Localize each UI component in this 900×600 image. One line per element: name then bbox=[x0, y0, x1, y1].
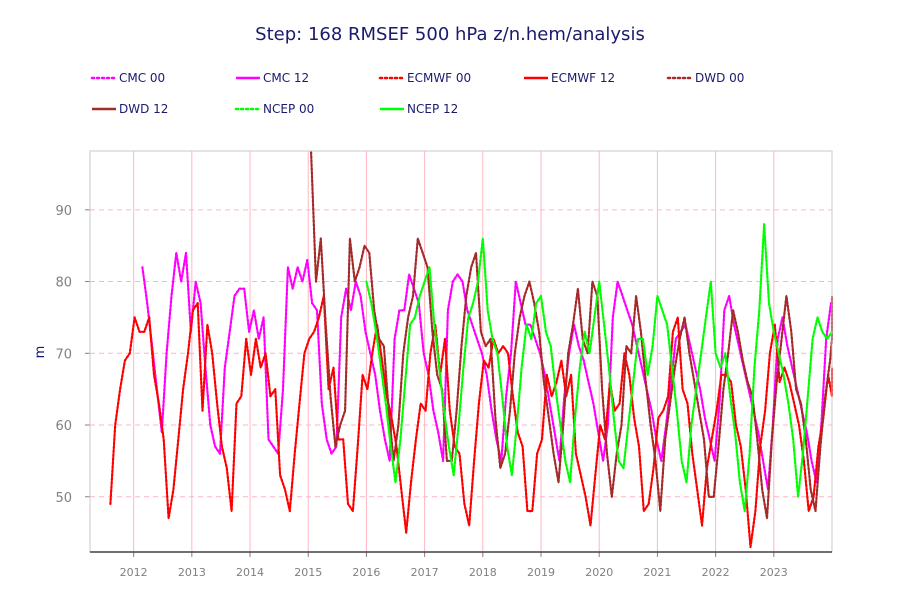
x-tick-label: 2012 bbox=[120, 566, 148, 579]
legend-label: CMC 00 bbox=[119, 71, 165, 85]
y-axis-label: m bbox=[33, 346, 48, 359]
legend: CMC 00 CMC 12 ECMWF 00 ECMWF 12 DWD 00 DWD 12… bbox=[90, 71, 744, 116]
axes: 50 60 70 80 90 2012 2013 2014 2015 2016 2017 2018 20… bbox=[55, 150, 833, 579]
x-tick-label: 2020 bbox=[585, 566, 613, 579]
x-tick-label: 2015 bbox=[294, 566, 322, 579]
y-tick-label: 60 bbox=[55, 419, 72, 434]
x-tick-label: 2014 bbox=[236, 566, 264, 579]
series-line-ncep-12 bbox=[365, 223, 833, 513]
legend-item-ecmwf-12: ECMWF 12 bbox=[524, 71, 615, 85]
series-lines bbox=[109, 151, 834, 549]
legend-item-cmc-00: CMC 00 bbox=[90, 71, 165, 85]
x-tick-label: 2018 bbox=[469, 566, 497, 579]
legend-item-dwd-00: DWD 00 bbox=[666, 71, 744, 85]
legend-label: DWD 00 bbox=[695, 71, 744, 85]
y-tick-label: 90 bbox=[55, 204, 72, 219]
x-tick-label: 2013 bbox=[178, 566, 206, 579]
series-line-dwd-12 bbox=[310, 152, 833, 520]
legend-label: NCEP 00 bbox=[263, 102, 314, 116]
legend-item-ncep-00: NCEP 00 bbox=[234, 102, 314, 116]
legend-label: ECMWF 12 bbox=[551, 71, 615, 85]
series-line-cmc-12 bbox=[141, 251, 832, 491]
chart-title: Step: 168 RMSEF 500 hPa z/n.hem/analysis bbox=[255, 24, 645, 45]
legend-label: DWD 12 bbox=[119, 102, 168, 116]
legend-label: NCEP 12 bbox=[407, 102, 458, 116]
legend-label: ECMWF 00 bbox=[407, 71, 471, 85]
legend-label: CMC 12 bbox=[263, 71, 309, 85]
legend-item-ecmwf-00: ECMWF 00 bbox=[378, 71, 471, 85]
x-tick-label: 2022 bbox=[702, 566, 730, 579]
legend-item-cmc-12: CMC 12 bbox=[236, 71, 309, 85]
x-tick-label: 2019 bbox=[527, 566, 555, 579]
legend-item-ncep-12: NCEP 12 bbox=[380, 102, 458, 116]
x-tick-label: 2021 bbox=[643, 566, 671, 579]
x-tick-label: 2016 bbox=[352, 566, 380, 579]
y-tick-label: 80 bbox=[55, 276, 72, 291]
y-tick-label: 70 bbox=[55, 347, 72, 362]
series-line-ecmwf-12 bbox=[109, 294, 833, 548]
x-tick-label: 2017 bbox=[411, 566, 439, 579]
y-tick-label: 50 bbox=[55, 491, 72, 506]
x-tick-label: 2023 bbox=[760, 566, 788, 579]
legend-item-dwd-12: DWD 12 bbox=[92, 102, 168, 116]
